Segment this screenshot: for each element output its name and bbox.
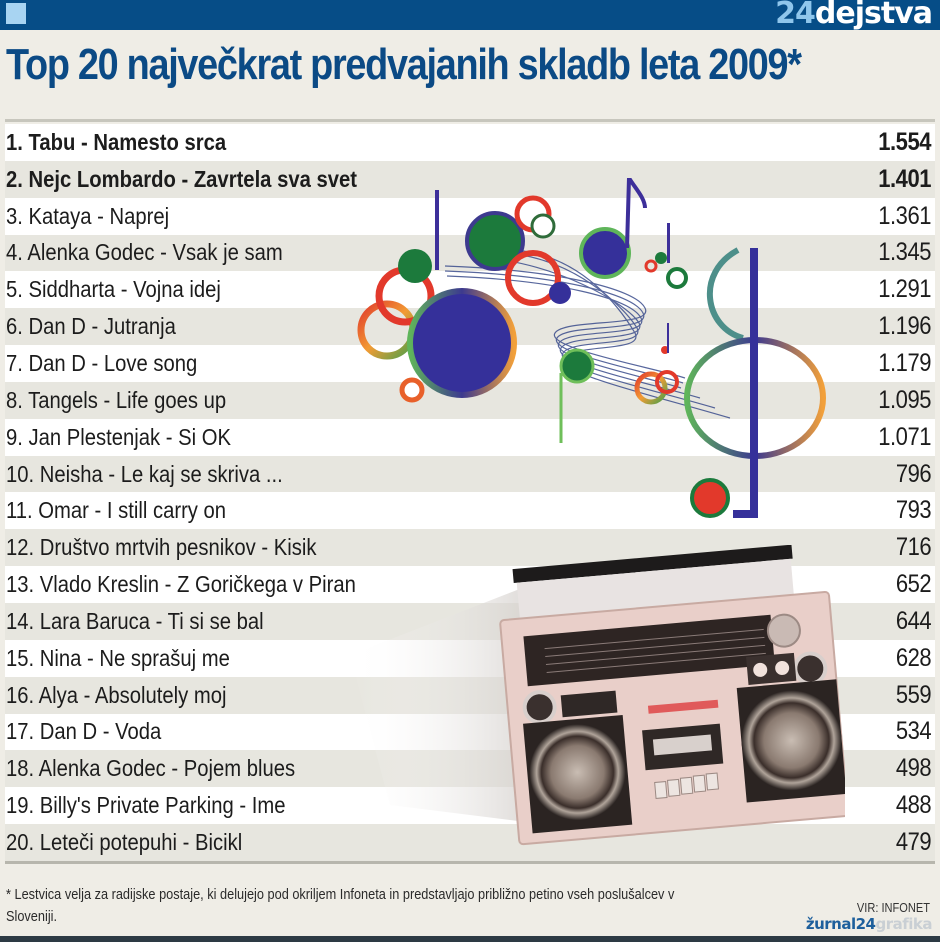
zurnal24-logo: žurnal24grafika bbox=[805, 915, 933, 933]
play-count: 1.361 bbox=[878, 201, 931, 230]
play-count: 628 bbox=[895, 643, 932, 672]
song-label: 14. Lara Baruca - Ti si se bal bbox=[6, 607, 264, 634]
song-label: 7. Dan D - Love song bbox=[6, 349, 198, 376]
play-count: 644 bbox=[895, 606, 932, 635]
list-item: 11. Omar - I still carry on 793 bbox=[5, 492, 935, 530]
brand-word: dejstva bbox=[814, 0, 933, 31]
list-item: 1. Tabu - Namesto srca 1.554 bbox=[5, 124, 935, 161]
song-label: 12. Društvo mrtvih pesnikov - Kisik bbox=[6, 534, 317, 561]
header-bar: 24dejstva bbox=[0, 0, 940, 32]
play-count: 1.179 bbox=[878, 348, 931, 377]
play-count: 652 bbox=[895, 570, 932, 599]
source-label: VIR: INFONET bbox=[856, 900, 930, 915]
play-count: 1.291 bbox=[878, 275, 931, 304]
footnote: * Lestvica velja za radijske postaje, ki… bbox=[6, 886, 675, 925]
song-label: 16. Alya - Absolutely moj bbox=[6, 681, 227, 708]
play-count: 498 bbox=[895, 754, 932, 783]
divider-top bbox=[5, 119, 935, 122]
list-item: 10. Neisha - Le kaj se skriva ... 796 bbox=[5, 455, 935, 493]
song-label: 18. Alenka Godec - Pojem blues bbox=[6, 755, 296, 782]
play-count: 796 bbox=[895, 459, 932, 488]
ranking-list: 1. Tabu - Namesto srca 1.554 2. Nejc Lomba… bbox=[5, 124, 935, 861]
header-square-icon bbox=[6, 3, 26, 24]
list-item: 4. Alenka Godec - Vsak je sam 1.345 bbox=[5, 234, 935, 272]
song-label: 2. Nejc Lombardo - Zavrtela sva svet bbox=[6, 165, 357, 192]
list-item: 17. Dan D - Voda 534 bbox=[5, 713, 935, 751]
list-item: 3. Kataya - Naprej 1.361 bbox=[5, 197, 935, 235]
brand-logo: 24dejstva bbox=[775, 0, 933, 32]
song-label: 5. Siddharta - Vojna idej bbox=[6, 276, 221, 303]
list-item: 12. Društvo mrtvih pesnikov - Kisik 716 bbox=[5, 529, 935, 567]
play-count: 1.095 bbox=[878, 385, 931, 414]
play-count: 793 bbox=[895, 496, 932, 525]
play-count: 479 bbox=[895, 827, 932, 856]
song-label: 15. Nina - Ne sprašuj me bbox=[6, 644, 230, 671]
play-count: 716 bbox=[895, 533, 932, 562]
play-count: 559 bbox=[895, 680, 932, 709]
page-title: Top 20 največkrat predvajanih skladb let… bbox=[6, 40, 802, 89]
divider-bottom bbox=[5, 861, 935, 864]
play-count: 1.554 bbox=[878, 127, 931, 156]
list-item: 5. Siddharta - Vojna idej 1.291 bbox=[5, 271, 935, 309]
play-count: 1.071 bbox=[878, 422, 931, 451]
list-item: 9. Jan Plestenjak - Si OK 1.071 bbox=[5, 418, 935, 456]
play-count: 1.401 bbox=[878, 164, 931, 193]
song-label: 9. Jan Plestenjak - Si OK bbox=[6, 423, 232, 450]
brand-number: 24 bbox=[775, 0, 816, 31]
play-count: 488 bbox=[895, 791, 932, 820]
song-label: 4. Alenka Godec - Vsak je sam bbox=[6, 239, 283, 266]
list-item: 6. Dan D - Jutranja 1.196 bbox=[5, 308, 935, 346]
song-label: 19. Billy's Private Parking - Ime bbox=[6, 792, 286, 819]
logo-primary: žurnal24 bbox=[805, 915, 876, 933]
list-item: 2. Nejc Lombardo - Zavrtela sva svet 1.40… bbox=[5, 160, 935, 198]
song-label: 6. Dan D - Jutranja bbox=[6, 313, 176, 340]
song-label: 3. Kataya - Naprej bbox=[6, 202, 170, 229]
bottom-bar bbox=[0, 936, 940, 942]
list-item: 18. Alenka Godec - Pojem blues 498 bbox=[5, 750, 935, 788]
song-label: 10. Neisha - Le kaj se skriva ... bbox=[6, 460, 283, 487]
song-label: 1. Tabu - Namesto srca bbox=[6, 128, 227, 155]
song-label: 20. Leteči potepuhi - Bicikl bbox=[6, 828, 243, 855]
list-item: 13. Vlado Kreslin - Z Goričkega v Piran 6… bbox=[5, 566, 935, 603]
logo-secondary: grafika bbox=[875, 915, 932, 933]
play-count: 1.345 bbox=[878, 238, 931, 267]
list-item: 7. Dan D - Love song 1.179 bbox=[5, 345, 935, 382]
list-item: 20. Leteči potepuhi - Bicikl 479 bbox=[5, 824, 935, 861]
song-label: 11. Omar - I still carry on bbox=[6, 497, 227, 524]
list-item: 8. Tangels - Life goes up 1.095 bbox=[5, 381, 935, 419]
list-item: 14. Lara Baruca - Ti si se bal 644 bbox=[5, 602, 935, 640]
list-item: 15. Nina - Ne sprašuj me 628 bbox=[5, 639, 935, 677]
list-item: 16. Alya - Absolutely moj 559 bbox=[5, 676, 935, 714]
song-label: 8. Tangels - Life goes up bbox=[6, 386, 227, 413]
play-count: 1.196 bbox=[878, 312, 931, 341]
list-item: 19. Billy's Private Parking - Ime 488 bbox=[5, 787, 935, 825]
song-label: 17. Dan D - Voda bbox=[6, 718, 162, 745]
play-count: 534 bbox=[895, 717, 932, 746]
song-label: 13. Vlado Kreslin - Z Goričkega v Piran bbox=[6, 571, 356, 598]
